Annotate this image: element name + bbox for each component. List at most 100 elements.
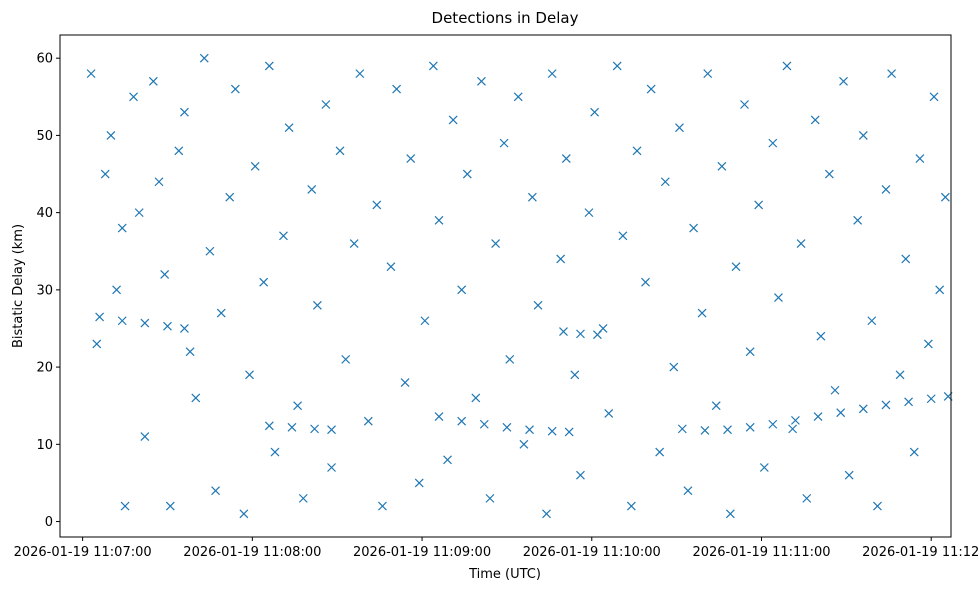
data-point	[174, 146, 184, 156]
data-point	[160, 269, 170, 279]
data-point	[191, 393, 201, 403]
data-point	[697, 308, 707, 318]
data-point	[935, 285, 945, 295]
data-point	[477, 76, 486, 86]
data-point	[95, 312, 105, 322]
data-point	[100, 169, 110, 179]
data-point	[420, 316, 430, 326]
data-point	[926, 394, 936, 404]
data-point	[92, 339, 102, 349]
data-point	[612, 61, 622, 71]
data-point	[293, 401, 303, 411]
data-point	[547, 69, 557, 79]
data-point	[788, 424, 798, 434]
data-point	[279, 231, 288, 241]
data-point	[810, 115, 820, 125]
data-point	[86, 69, 96, 79]
data-point	[134, 208, 144, 218]
data-point	[632, 146, 642, 156]
data-point	[858, 404, 868, 414]
data-point	[717, 161, 727, 171]
data-point	[471, 393, 481, 403]
data-point	[929, 92, 939, 102]
y-tick-label: 0	[45, 515, 53, 530]
data-point	[669, 362, 679, 372]
data-point	[270, 447, 280, 457]
data-point	[576, 470, 585, 480]
data-point	[873, 501, 882, 511]
data-point	[887, 69, 897, 79]
data-point	[683, 486, 693, 496]
x-tick-label: 2026-01-19 11:09:00	[353, 545, 491, 560]
data-point	[796, 239, 806, 248]
data-point	[185, 347, 195, 357]
data-point	[830, 385, 840, 395]
data-point	[839, 76, 848, 86]
x-tick-label: 2026-01-19 11:08:00	[183, 545, 321, 560]
data-point	[335, 146, 345, 156]
data-point	[140, 432, 150, 442]
data-point	[564, 427, 574, 437]
data-point	[655, 447, 665, 457]
data-point	[140, 318, 150, 328]
data-point	[584, 208, 594, 218]
data-point	[457, 416, 467, 426]
chart-title: Detections in Delay	[432, 9, 579, 27]
data-point	[754, 200, 764, 210]
data-point	[245, 370, 254, 380]
y-axis-label: Bistatic Delay (km)	[11, 224, 26, 348]
x-tick-label: 2026-01-19 11:07:00	[14, 545, 152, 560]
data-point	[148, 76, 158, 86]
y-tick-label: 60	[36, 52, 53, 67]
data-point	[312, 300, 322, 310]
data-point	[349, 239, 359, 248]
data-point	[867, 316, 877, 326]
data-point	[117, 316, 127, 326]
data-point	[556, 254, 566, 264]
data-point	[904, 397, 913, 407]
data-point	[298, 493, 308, 503]
data-point	[768, 419, 778, 429]
data-point	[703, 69, 713, 79]
data-point	[774, 293, 783, 303]
data-point	[626, 501, 636, 511]
data-point	[731, 262, 741, 272]
data-point	[310, 424, 319, 434]
data-point	[372, 200, 382, 210]
data-point	[120, 501, 130, 511]
data-point	[499, 138, 509, 148]
data-point	[502, 422, 512, 432]
data-point	[895, 370, 905, 380]
data-point	[836, 408, 846, 418]
data-point	[689, 223, 699, 233]
data-point	[519, 439, 529, 449]
data-point	[675, 123, 684, 133]
data-point	[264, 421, 274, 431]
data-point	[307, 185, 317, 194]
data-point	[363, 416, 373, 426]
data-point	[881, 400, 891, 410]
data-point	[881, 185, 891, 194]
data-point	[485, 493, 495, 503]
data-point	[443, 455, 452, 465]
data-point	[660, 177, 670, 187]
data-point	[505, 354, 515, 364]
data-point	[641, 277, 650, 287]
data-point	[211, 486, 220, 496]
data-point	[216, 308, 226, 318]
data-point	[180, 324, 189, 333]
data-point	[824, 169, 834, 179]
data-point	[479, 419, 489, 429]
data-point	[533, 300, 543, 310]
data-point	[327, 463, 336, 472]
data-point	[341, 354, 351, 364]
data-point	[434, 412, 444, 421]
y-tick-label: 10	[36, 438, 53, 453]
data-point	[154, 177, 164, 187]
data-point	[901, 254, 911, 264]
data-point	[593, 330, 602, 340]
data-point	[513, 92, 523, 102]
data-point	[844, 470, 854, 480]
data-point	[259, 277, 269, 287]
data-point	[327, 425, 336, 435]
